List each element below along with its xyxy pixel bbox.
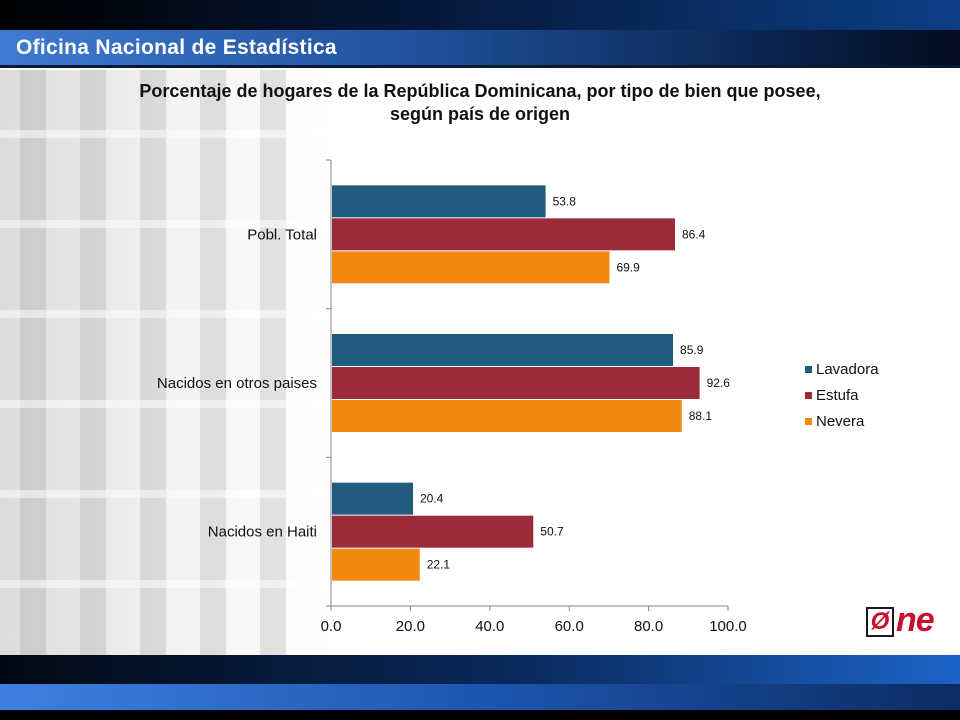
bar-lavadora — [332, 334, 674, 366]
data-label-lavadora: 20.4 — [420, 492, 444, 506]
x-tick-label: 100.0 — [709, 618, 747, 635]
footer-end-bar — [0, 710, 960, 720]
legend-label-estufa: Estufa — [816, 387, 859, 404]
one-logo: Ø ne — [866, 601, 942, 639]
legend-swatch-estufa — [805, 392, 812, 399]
header-divider — [0, 65, 960, 68]
chart-title-line-1: Porcentaje de hogares de la República Do… — [139, 81, 821, 101]
bar-nevera — [332, 548, 420, 581]
header-title-bar — [0, 30, 960, 65]
background-photo — [0, 70, 330, 660]
logo-mark: Ø — [866, 607, 894, 637]
footer-bottom-bar — [0, 684, 960, 710]
logo-word: ne — [896, 601, 935, 639]
legend-label-lavadora: Lavadora — [816, 361, 879, 378]
bar-lavadora — [332, 482, 413, 515]
x-tick-label: 20.0 — [396, 618, 425, 635]
bar-lavadora — [332, 185, 546, 218]
header-top-bar — [0, 0, 960, 30]
legend-swatch-nevera — [805, 418, 812, 425]
x-tick-label: 40.0 — [475, 618, 504, 635]
data-label-nevera: 69.9 — [617, 260, 641, 274]
bar-estufa — [332, 515, 534, 548]
data-label-nevera: 22.1 — [427, 558, 451, 572]
bar-estufa — [332, 218, 676, 251]
x-tick-label: 60.0 — [555, 618, 584, 635]
data-label-lavadora: 85.9 — [680, 343, 704, 357]
category-label: Nacidos en Haiti — [208, 524, 317, 541]
x-tick-label: 80.0 — [634, 618, 663, 635]
chart-title-line-2: según país de origen — [389, 104, 571, 124]
data-label-estufa: 50.7 — [540, 525, 564, 539]
chart-title: Porcentaje de hogares de la República Do… — [40, 80, 920, 126]
org-name: Oficina Nacional de Estadística — [16, 36, 337, 59]
bar-estufa — [332, 367, 700, 399]
data-label-estufa: 92.6 — [707, 376, 731, 390]
data-label-nevera: 88.1 — [689, 409, 713, 423]
footer-top-bar — [0, 655, 960, 684]
bar-nevera — [332, 251, 610, 284]
category-label: Pobl. Total — [247, 226, 317, 243]
bar-nevera — [332, 400, 682, 432]
x-tick-label: 0.0 — [321, 618, 342, 635]
legend-swatch-lavadora — [805, 366, 812, 373]
legend-label-nevera: Nevera — [816, 413, 865, 430]
data-label-lavadora: 53.8 — [553, 194, 577, 208]
category-label: Nacidos en otros paises — [157, 375, 317, 392]
data-label-estufa: 86.4 — [682, 227, 706, 241]
